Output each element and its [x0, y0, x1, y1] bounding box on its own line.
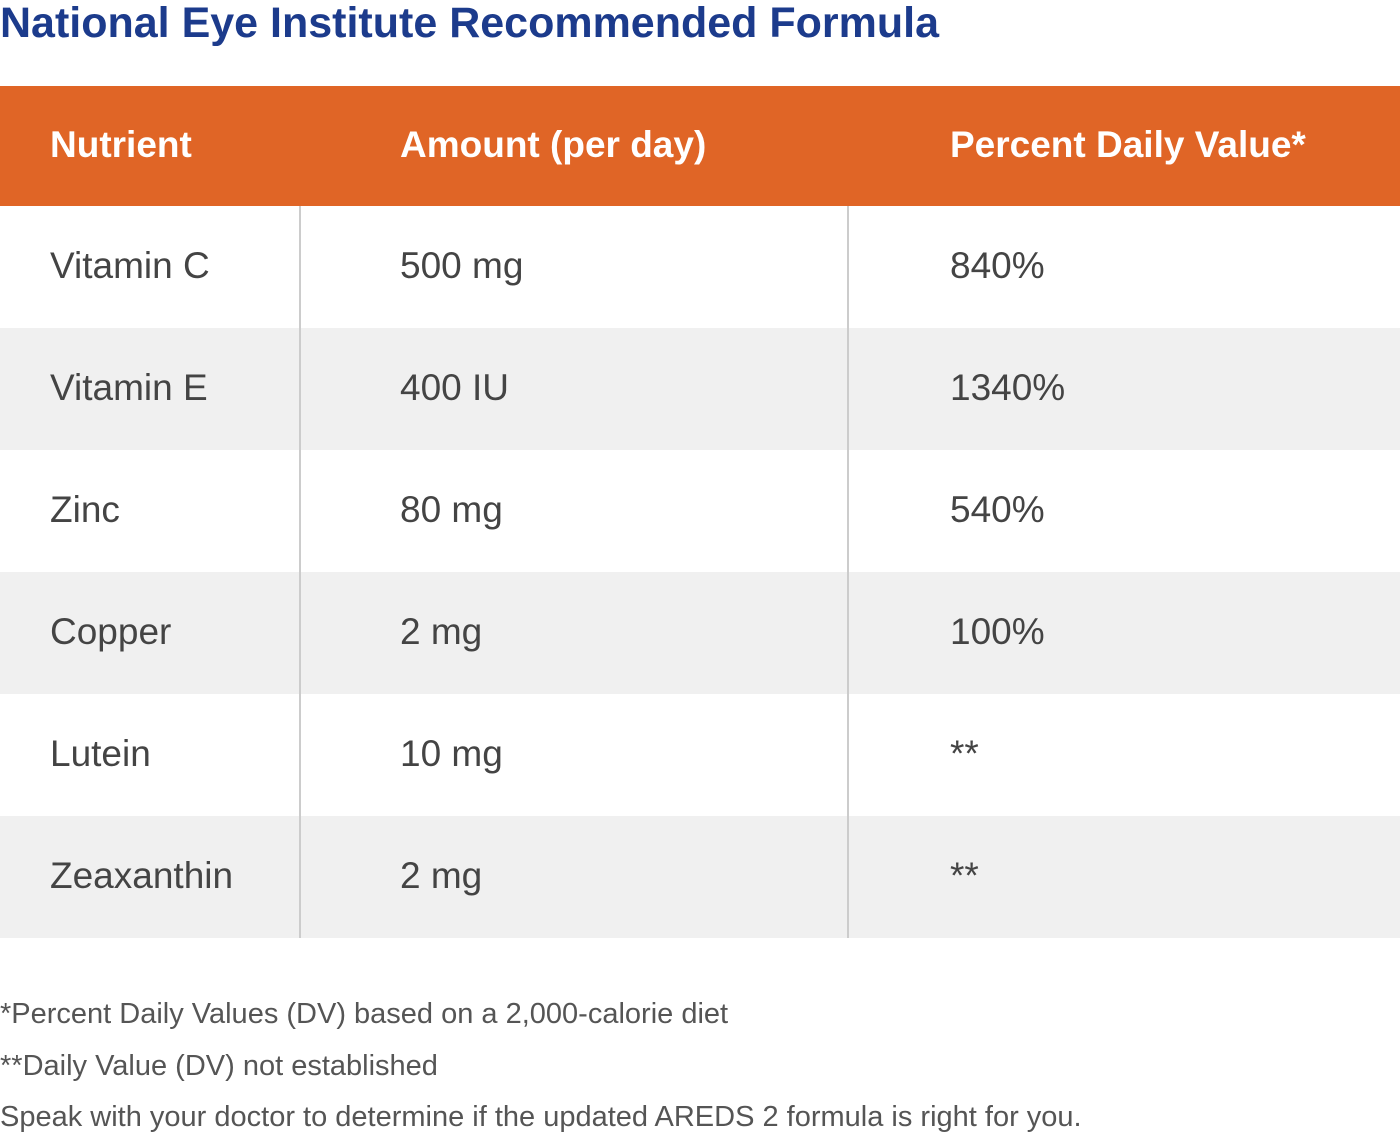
nutrient-cell: Zinc	[50, 489, 120, 530]
table-row: Zeaxanthin 2 mg **	[0, 816, 1400, 938]
header-percent-daily-value: Percent Daily Value*	[950, 124, 1306, 165]
table-header-row: Nutrient Amount (per day) Percent Daily …	[0, 86, 1400, 206]
amount-cell: 500 mg	[400, 245, 524, 286]
amount-cell: 400 IU	[400, 367, 510, 408]
percent-cell: 840%	[950, 245, 1045, 286]
nutrient-table: Nutrient Amount (per day) Percent Daily …	[0, 86, 1400, 938]
footnote-daily-value-not-established: **Daily Value (DV) not established	[0, 1050, 438, 1082]
nutrient-cell: Lutein	[50, 733, 151, 774]
nutrient-cell: Copper	[50, 611, 172, 652]
table-row: Vitamin E 400 IU 1340%	[0, 328, 1400, 450]
column-divider	[299, 694, 301, 816]
nutrient-cell: Vitamin E	[50, 367, 208, 408]
header-amount: Amount (per day)	[400, 124, 707, 165]
amount-cell: 2 mg	[400, 611, 483, 652]
nutrient-cell: Zeaxanthin	[50, 855, 234, 896]
column-divider	[847, 572, 849, 694]
column-divider	[299, 816, 301, 938]
percent-cell: 100%	[950, 611, 1045, 652]
table-row: Vitamin C 500 mg 840%	[0, 206, 1400, 328]
amount-cell: 80 mg	[400, 489, 503, 530]
footnote-doctor-advice: Speak with your doctor to determine if t…	[0, 1101, 1082, 1133]
percent-cell: 1340%	[950, 367, 1066, 408]
table-row: Copper 2 mg 100%	[0, 572, 1400, 694]
column-divider	[299, 328, 301, 450]
page-title: National Eye Institute Recommended Formu…	[0, 0, 940, 47]
nutrient-cell: Vitamin C	[50, 245, 210, 286]
column-divider	[847, 694, 849, 816]
column-divider	[847, 816, 849, 938]
footnote-percent-daily-values: *Percent Daily Values (DV) based on a 2,…	[0, 998, 729, 1030]
column-divider	[847, 450, 849, 572]
column-divider	[847, 206, 849, 328]
table-row: Zinc 80 mg 540%	[0, 450, 1400, 572]
column-divider	[847, 328, 849, 450]
table-row: Lutein 10 mg **	[0, 694, 1400, 816]
percent-cell: 540%	[950, 489, 1045, 530]
column-divider	[299, 572, 301, 694]
percent-cell: **	[950, 733, 979, 774]
column-divider	[299, 206, 301, 328]
amount-cell: 10 mg	[400, 733, 503, 774]
amount-cell: 2 mg	[400, 855, 483, 896]
column-divider	[299, 450, 301, 572]
percent-cell: **	[950, 855, 979, 896]
header-nutrient: Nutrient	[50, 124, 192, 165]
